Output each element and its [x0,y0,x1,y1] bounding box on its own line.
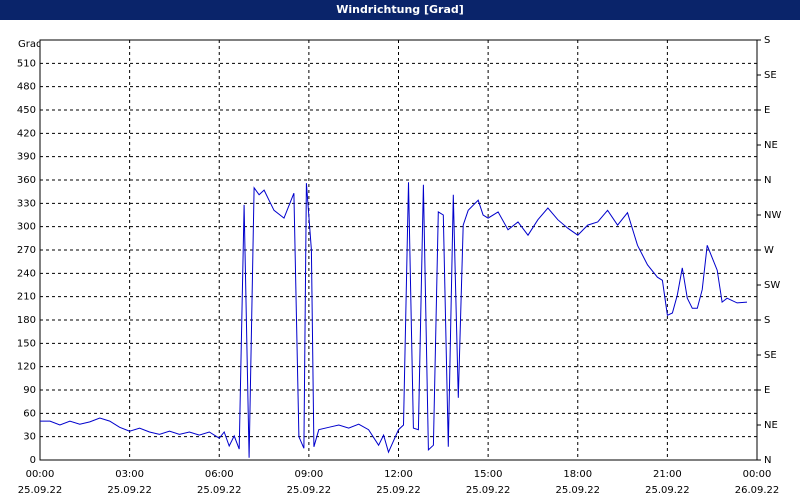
x-tick-label: 15:00 [474,469,503,480]
y-tick-label: 300 [17,222,36,233]
x-tick-label: 00:00 [26,469,55,480]
x-tick-date: 26.09.22 [735,485,780,496]
y-tick-label: 90 [23,385,36,396]
data-line [40,182,748,458]
y-tick-label: 360 [17,175,36,186]
y-tick-label: 450 [17,105,36,116]
y2-tick-label: S [764,315,770,326]
x-tick-label: 21:00 [653,469,682,480]
title-bar [0,0,800,20]
x-tick-date: 25.09.22 [376,485,421,496]
y-tick-label: 210 [17,292,36,303]
y-tick-label: 510 [17,58,36,69]
x-tick-label: 06:00 [205,469,234,480]
y2-tick-label: N [764,175,771,186]
x-tick-label: 03:00 [115,469,144,480]
y-tick-label: 180 [17,315,36,326]
x-tick-date: 25.09.22 [197,485,242,496]
y-tick-label: 390 [17,152,36,163]
y-tick-label: 270 [17,245,36,256]
y2-tick-label: W [764,245,774,256]
y2-tick-label: NE [764,140,778,151]
y2-tick-label: E [764,105,770,116]
y-tick-label: 30 [23,432,36,443]
y2-tick-label: SE [764,70,777,81]
y-tick-label: 480 [17,82,36,93]
y2-tick-label: E [764,385,770,396]
y-tick-label: 0 [30,455,36,466]
y2-tick-label: NE [764,420,778,431]
y-tick-label: 150 [17,338,36,349]
y-tick-label: 240 [17,268,36,279]
x-tick-label: 00:00 [743,469,772,480]
y-tick-label: 420 [17,128,36,139]
x-tick-label: 18:00 [563,469,592,480]
x-tick-date: 25.09.22 [466,485,511,496]
x-tick-label: 12:00 [384,469,413,480]
x-tick-date: 25.09.22 [107,485,152,496]
x-tick-label: 09:00 [294,469,323,480]
y2-tick-label: SW [764,280,780,291]
y-tick-label: 60 [23,408,36,419]
y2-tick-label: NW [764,210,781,221]
x-tick-date: 25.09.22 [18,485,63,496]
y2-tick-label: S [764,35,770,46]
y-tick-label: 120 [17,362,36,373]
x-tick-date: 25.09.22 [555,485,600,496]
x-tick-date: 25.09.22 [287,485,332,496]
y-axis-label: Grad [18,39,42,50]
y2-tick-label: SE [764,350,777,361]
x-tick-date: 25.09.22 [645,485,690,496]
y2-tick-label: N [764,455,771,466]
chart-title: Windrichtung [Grad] [336,3,464,16]
y-tick-label: 330 [17,198,36,209]
